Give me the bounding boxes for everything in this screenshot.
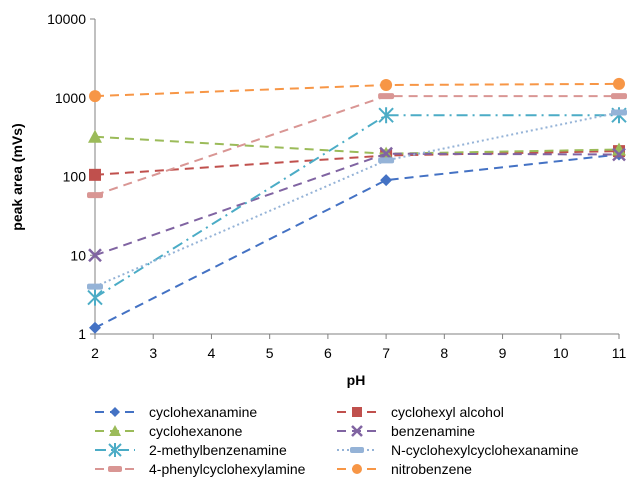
legend-label: cyclohexyl alcohol bbox=[391, 404, 504, 420]
data-point bbox=[89, 90, 101, 103]
x-tick-label: 6 bbox=[324, 345, 332, 361]
y-tick-label: 1 bbox=[78, 326, 86, 342]
y-tick-labels: 1 10 100 1000 10000 bbox=[47, 11, 86, 342]
legend-marker bbox=[109, 425, 121, 436]
y-tick-label: 100 bbox=[63, 169, 87, 185]
series-n-cyclohexylcyclohexanamine bbox=[87, 109, 627, 290]
legend-label: nitrobenzene bbox=[391, 461, 472, 477]
data-point bbox=[88, 248, 102, 263]
x-tick-label: 3 bbox=[149, 345, 157, 361]
legend-item: cyclohexanone bbox=[95, 423, 243, 439]
legend-item: cyclohexanamine bbox=[95, 404, 257, 420]
legend-marker bbox=[108, 466, 122, 472]
x-tick-label: 9 bbox=[499, 345, 507, 361]
legend: cyclohexanamine cyclohexyl alcohol cyclohe… bbox=[95, 404, 579, 477]
x-tick-labels: 2 3 4 5 6 7 8 9 10 11 bbox=[91, 345, 626, 361]
legend-marker bbox=[350, 447, 364, 453]
series-line bbox=[94, 135, 620, 155]
data-point bbox=[87, 283, 103, 290]
data-point bbox=[88, 129, 102, 143]
legend-label: cyclohexanone bbox=[149, 423, 243, 439]
series-cyclohexanamine bbox=[89, 148, 625, 334]
data-point bbox=[378, 93, 395, 100]
series-layer bbox=[87, 77, 627, 334]
data-point bbox=[89, 321, 101, 334]
x-tick-label: 8 bbox=[440, 345, 448, 361]
data-point bbox=[380, 79, 393, 92]
legend-item: 4-phenylcyclohexylamine bbox=[95, 461, 306, 477]
legend-marker bbox=[351, 425, 363, 437]
series-2-methylbenzenamine bbox=[87, 107, 627, 306]
series-line bbox=[94, 114, 619, 299]
data-point bbox=[611, 93, 627, 100]
legend-item: benzenamine bbox=[337, 423, 475, 439]
legend-item: cyclohexyl alcohol bbox=[337, 404, 504, 420]
y-axis-title: peak area (mVs) bbox=[9, 123, 25, 230]
data-point bbox=[87, 289, 103, 306]
data-point bbox=[378, 107, 394, 124]
x-tick-label: 4 bbox=[208, 345, 216, 361]
legend-label: cyclohexanamine bbox=[149, 404, 257, 420]
legend-marker bbox=[352, 407, 362, 417]
series-nitrobenzene bbox=[89, 77, 625, 103]
x-tick-label: 5 bbox=[266, 345, 274, 361]
legend-marker bbox=[352, 464, 362, 474]
legend-item: N-cyclohexylcyclohexanamine bbox=[337, 442, 579, 458]
data-point bbox=[612, 147, 626, 162]
y-tick-label: 10000 bbox=[47, 11, 86, 27]
legend-item: 2-methylbenzenamine bbox=[95, 442, 287, 458]
y-tick-label: 1000 bbox=[55, 90, 86, 106]
legend-marker bbox=[110, 407, 120, 417]
legend-label: 2-methylbenzenamine bbox=[149, 442, 287, 458]
x-tick-label: 2 bbox=[91, 345, 99, 361]
series-line bbox=[94, 111, 620, 288]
y-tick-label: 10 bbox=[70, 247, 86, 263]
legend-item: nitrobenzene bbox=[337, 461, 472, 477]
x-tick-label: 7 bbox=[382, 345, 390, 361]
series-line bbox=[94, 153, 620, 329]
legend-label: 4-phenylcyclohexylamine bbox=[149, 461, 306, 477]
legend-marker bbox=[108, 443, 122, 457]
data-point bbox=[87, 192, 103, 199]
data-point bbox=[378, 157, 395, 164]
legend-label: benzenamine bbox=[391, 423, 475, 439]
data-point bbox=[613, 77, 625, 90]
data-point bbox=[380, 174, 393, 187]
data-point bbox=[611, 109, 627, 116]
series-line bbox=[94, 82, 620, 98]
x-tick-label: 11 bbox=[612, 345, 627, 361]
x-axis-title: pH bbox=[347, 372, 366, 388]
series-benzenamine bbox=[88, 146, 626, 263]
data-point bbox=[89, 168, 101, 181]
x-tick-label: 10 bbox=[553, 345, 569, 361]
legend-label: N-cyclohexylcyclohexanamine bbox=[391, 442, 579, 458]
series-line bbox=[94, 95, 619, 197]
series-4-phenylcyclohexylamine bbox=[87, 93, 627, 199]
